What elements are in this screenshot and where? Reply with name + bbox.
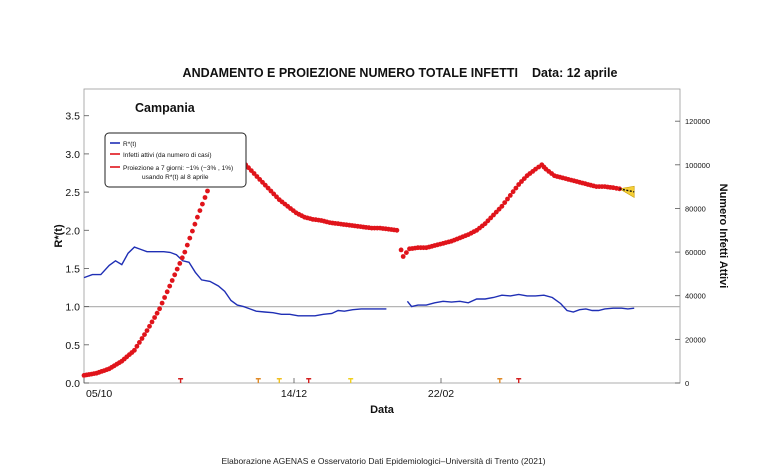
projection-center-layer bbox=[619, 188, 635, 193]
infected-point bbox=[187, 235, 193, 241]
y-left-tick-label: 2.5 bbox=[65, 187, 80, 199]
event-marker bbox=[348, 378, 354, 383]
y-left-tick-label: 1.5 bbox=[65, 263, 80, 275]
y-right-tick-label: 40000 bbox=[685, 292, 706, 301]
infected-point bbox=[516, 182, 522, 187]
infected-point bbox=[132, 347, 137, 353]
legend-label: R*(t) bbox=[123, 141, 136, 148]
infected-point bbox=[502, 200, 508, 206]
infected-point bbox=[159, 300, 165, 306]
y-left-tick-label: 2.0 bbox=[65, 225, 80, 237]
infected-point bbox=[190, 228, 195, 234]
plot-frame bbox=[83, 88, 681, 384]
x-tick-label: 05/10 bbox=[86, 388, 112, 400]
infected-point bbox=[195, 214, 200, 220]
y-left-tick-label: 3.0 bbox=[65, 149, 80, 161]
infected-point bbox=[147, 323, 152, 329]
event-marker-layer bbox=[178, 378, 522, 383]
chart-title: ANDAMENTO E PROIEZIONE NUMERO TOTALE INF… bbox=[183, 66, 618, 80]
infected-point bbox=[182, 249, 188, 255]
infected-point bbox=[184, 242, 190, 248]
legend-label: Infetti attivi (da numero di casi) bbox=[123, 152, 212, 159]
x-tick-label: 22/02 bbox=[428, 388, 454, 400]
event-marker bbox=[306, 378, 312, 383]
infected-point bbox=[149, 319, 155, 325]
x-axis-label: Data bbox=[370, 404, 395, 416]
y-left-tick-label: 0.5 bbox=[65, 340, 80, 352]
legend-box bbox=[104, 132, 247, 188]
infected-point bbox=[137, 340, 142, 345]
infected-point bbox=[164, 289, 170, 295]
infected-point bbox=[174, 266, 180, 272]
infected-point bbox=[177, 261, 183, 266]
infected-point bbox=[179, 255, 185, 261]
y-right-tick-label: 60000 bbox=[685, 248, 706, 257]
infected-point bbox=[200, 201, 205, 207]
infected-point bbox=[167, 283, 173, 289]
legend-label-line2: usando R*(t) al 8 aprile bbox=[142, 174, 209, 181]
y-axis-right-label: Numero Infetti Attivi bbox=[717, 184, 729, 289]
infected-point bbox=[142, 332, 147, 337]
event-marker bbox=[255, 378, 261, 383]
rt-line bbox=[83, 246, 387, 317]
infected-point bbox=[172, 272, 178, 278]
legend-label: Proiezione a 7 giorni: −1% (−3% , 1%) bbox=[123, 165, 233, 172]
y-right-tick-label: 80000 bbox=[685, 204, 706, 213]
infected-point bbox=[162, 295, 168, 300]
infected-point bbox=[144, 328, 150, 333]
event-marker bbox=[497, 378, 503, 383]
y-left-tick-label: 1.0 bbox=[65, 302, 80, 314]
footer-credit: Elaborazione AGENAS e Osservatorio Dati … bbox=[221, 456, 546, 466]
event-marker bbox=[276, 378, 282, 383]
legend: R*(t) Infetti attivi (da numero di casi) P… bbox=[104, 132, 247, 188]
infected-point bbox=[617, 186, 622, 192]
y-right-tick-label: 100000 bbox=[685, 161, 710, 170]
event-marker bbox=[178, 378, 184, 383]
projection-center-line bbox=[619, 188, 635, 193]
infected-point bbox=[157, 306, 163, 312]
chart-title-main: ANDAMENTO E PROIEZIONE NUMERO TOTALE INF… bbox=[183, 66, 518, 80]
infected-point bbox=[152, 315, 158, 320]
axes-layer: 0.0 0.5 1.0 1.5 2.0 2.5 3.0 3.5 0 20000 40000 60000… bbox=[65, 111, 710, 400]
infected-point bbox=[202, 195, 208, 200]
infected-point bbox=[251, 171, 257, 176]
infected-point bbox=[507, 193, 513, 198]
rt-line bbox=[406, 293, 635, 313]
y-right-tick-label: 120000 bbox=[685, 117, 710, 126]
infected-point bbox=[154, 310, 160, 316]
y-right-tick-label: 20000 bbox=[685, 335, 706, 344]
infected-point bbox=[139, 336, 145, 341]
infected-point bbox=[394, 227, 400, 233]
infected-point bbox=[192, 221, 198, 227]
infected-point bbox=[510, 189, 516, 195]
infected-point bbox=[505, 196, 510, 202]
region-label: Campania bbox=[135, 101, 196, 115]
infected-point bbox=[499, 203, 505, 209]
infected-series-layer bbox=[81, 152, 622, 378]
infected-point bbox=[404, 250, 409, 256]
infected-point bbox=[169, 278, 175, 283]
infected-point bbox=[513, 185, 519, 191]
infected-point bbox=[197, 208, 203, 214]
y-right-tick-label: 0 bbox=[685, 379, 689, 388]
y-axis-left-label: R*(t) bbox=[53, 224, 65, 248]
infected-point bbox=[205, 188, 210, 194]
event-marker bbox=[516, 378, 522, 383]
infected-point bbox=[398, 247, 404, 253]
x-tick-label: 14/12 bbox=[281, 388, 307, 400]
infected-point bbox=[400, 254, 406, 259]
y-left-tick-label: 3.5 bbox=[65, 111, 80, 123]
rt-series-layer bbox=[83, 246, 635, 317]
infected-point bbox=[134, 343, 140, 349]
y-left-tick-label: 0.0 bbox=[65, 378, 80, 390]
chart-title-date: Data: 12 aprile bbox=[532, 66, 618, 80]
